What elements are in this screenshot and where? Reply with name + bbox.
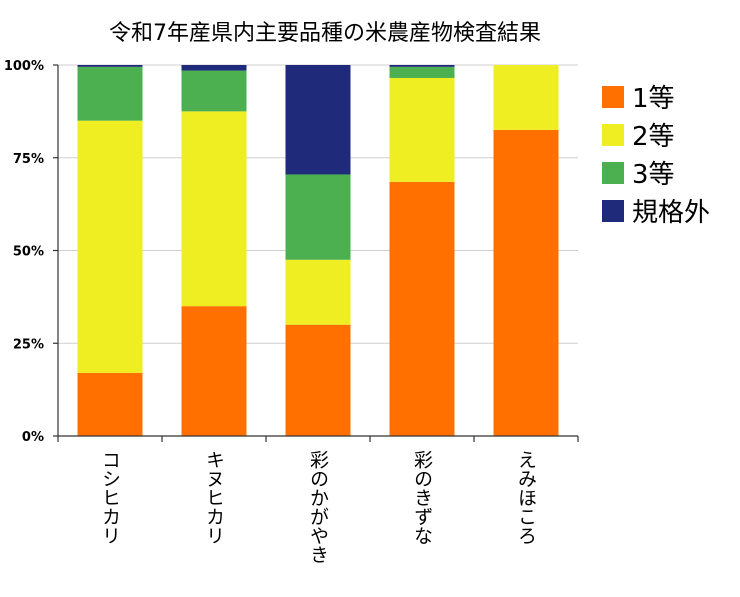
bar-segment	[77, 120, 143, 373]
legend-swatch	[602, 86, 624, 108]
y-tick-label: 50%	[13, 245, 44, 260]
y-tick-labels: 0% 25% 50% 75% 100%	[4, 59, 44, 445]
legend-label: 規格外	[632, 198, 710, 228]
legend-label: 3等	[632, 160, 675, 190]
legend-label: 2等	[632, 122, 675, 152]
bar-segment	[285, 324, 351, 436]
y-tick-label: 0%	[22, 430, 44, 445]
bars	[77, 65, 559, 437]
bar-segment	[181, 306, 247, 436]
y-tick-label: 75%	[13, 152, 44, 167]
axes	[53, 64, 579, 442]
y-tick-label: 25%	[13, 337, 44, 352]
legend-label: 1等	[632, 84, 675, 114]
bar-segment	[181, 65, 247, 71]
bar-segment	[77, 372, 143, 436]
bar-segment	[77, 66, 143, 121]
legend-swatch	[602, 124, 624, 146]
legend-swatch	[602, 200, 624, 222]
bar-segment	[389, 66, 455, 78]
bar-segment	[389, 181, 455, 436]
legend-swatch	[602, 162, 624, 184]
bar-segment	[181, 111, 247, 307]
chart-title: 令和7年産県内主要品種の米農産物検査結果	[109, 21, 541, 46]
x-category-label: 彩のかがやき	[307, 450, 329, 564]
bar-segment	[389, 65, 455, 67]
bar-segment	[493, 65, 559, 130]
y-tick-label: 100%	[4, 59, 44, 74]
bar-segment	[285, 259, 351, 325]
bar-segment	[181, 70, 247, 112]
x-category-label: キヌヒカリ	[203, 450, 225, 545]
x-category-label: コシヒカリ	[99, 450, 121, 545]
x-category-labels: コシヒカリ キヌヒカリ 彩のかがやき 彩のきずな えみほころ	[99, 450, 537, 564]
bar-segment	[493, 129, 559, 437]
bar-segment	[77, 65, 143, 67]
bar-segment	[389, 77, 455, 182]
x-category-label: 彩のきずな	[411, 450, 433, 545]
bar-segment	[285, 65, 351, 175]
x-category-label: えみほころ	[515, 450, 537, 545]
bar-segment	[285, 174, 351, 260]
